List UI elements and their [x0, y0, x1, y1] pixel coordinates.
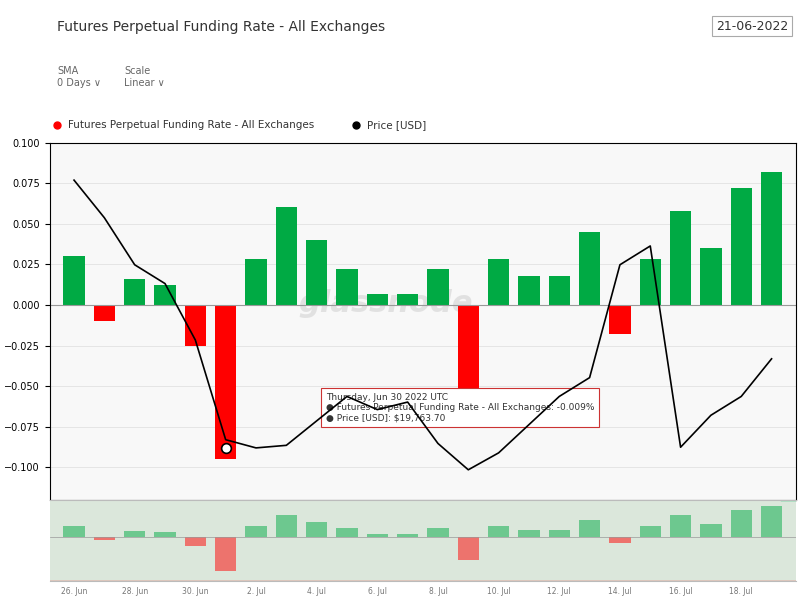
Bar: [366, 534, 388, 536]
Bar: [50, 500, 796, 581]
Bar: [397, 534, 418, 536]
Bar: [458, 305, 479, 410]
Bar: [670, 211, 691, 305]
Bar: [397, 293, 418, 305]
Bar: [730, 510, 752, 536]
Bar: [549, 530, 570, 536]
Bar: [761, 172, 782, 305]
Bar: [640, 526, 661, 536]
Bar: [306, 522, 327, 536]
Bar: [700, 524, 722, 536]
Bar: [63, 526, 85, 536]
Bar: [579, 232, 600, 305]
Text: Scale
Linear ∨: Scale Linear ∨: [124, 66, 165, 88]
Bar: [276, 515, 297, 536]
Bar: [640, 259, 661, 305]
Bar: [366, 293, 388, 305]
Bar: [730, 188, 752, 305]
Bar: [761, 506, 782, 536]
Text: Futures Perpetual Funding Rate - All Exchanges: Futures Perpetual Funding Rate - All Exc…: [69, 120, 314, 130]
Bar: [427, 269, 449, 305]
Text: 21-06-2022: 21-06-2022: [716, 20, 788, 33]
Bar: [246, 526, 266, 536]
Bar: [488, 259, 510, 305]
Bar: [185, 536, 206, 546]
Bar: [518, 276, 539, 305]
Bar: [276, 208, 297, 305]
Text: SMA
0 Days ∨: SMA 0 Days ∨: [58, 66, 102, 88]
Bar: [124, 530, 146, 536]
Bar: [154, 286, 176, 305]
Bar: [610, 305, 630, 334]
Bar: [185, 305, 206, 346]
Bar: [306, 240, 327, 305]
Bar: [215, 536, 236, 571]
Bar: [458, 536, 479, 560]
Text: Thursday, Jun 30 2022 UTC
● Futures Perpetual Funding Rate - All Exchanges: -0.0: Thursday, Jun 30 2022 UTC ● Futures Perp…: [326, 392, 594, 422]
Bar: [94, 536, 115, 540]
Bar: [700, 248, 722, 305]
Bar: [63, 256, 85, 305]
Bar: [549, 276, 570, 305]
Text: Price [USD]: Price [USD]: [367, 120, 426, 130]
Bar: [336, 529, 358, 536]
Bar: [215, 305, 236, 459]
Bar: [94, 305, 115, 321]
Bar: [336, 269, 358, 305]
Bar: [124, 279, 146, 305]
Text: Futures Perpetual Funding Rate - All Exchanges: Futures Perpetual Funding Rate - All Exc…: [58, 20, 386, 34]
Bar: [154, 532, 176, 536]
Bar: [518, 530, 539, 536]
Bar: [488, 526, 510, 536]
Bar: [610, 536, 630, 543]
Text: glassnode: glassnode: [298, 289, 473, 318]
Bar: [246, 259, 266, 305]
Bar: [670, 515, 691, 536]
Bar: [579, 520, 600, 536]
Bar: [427, 529, 449, 536]
